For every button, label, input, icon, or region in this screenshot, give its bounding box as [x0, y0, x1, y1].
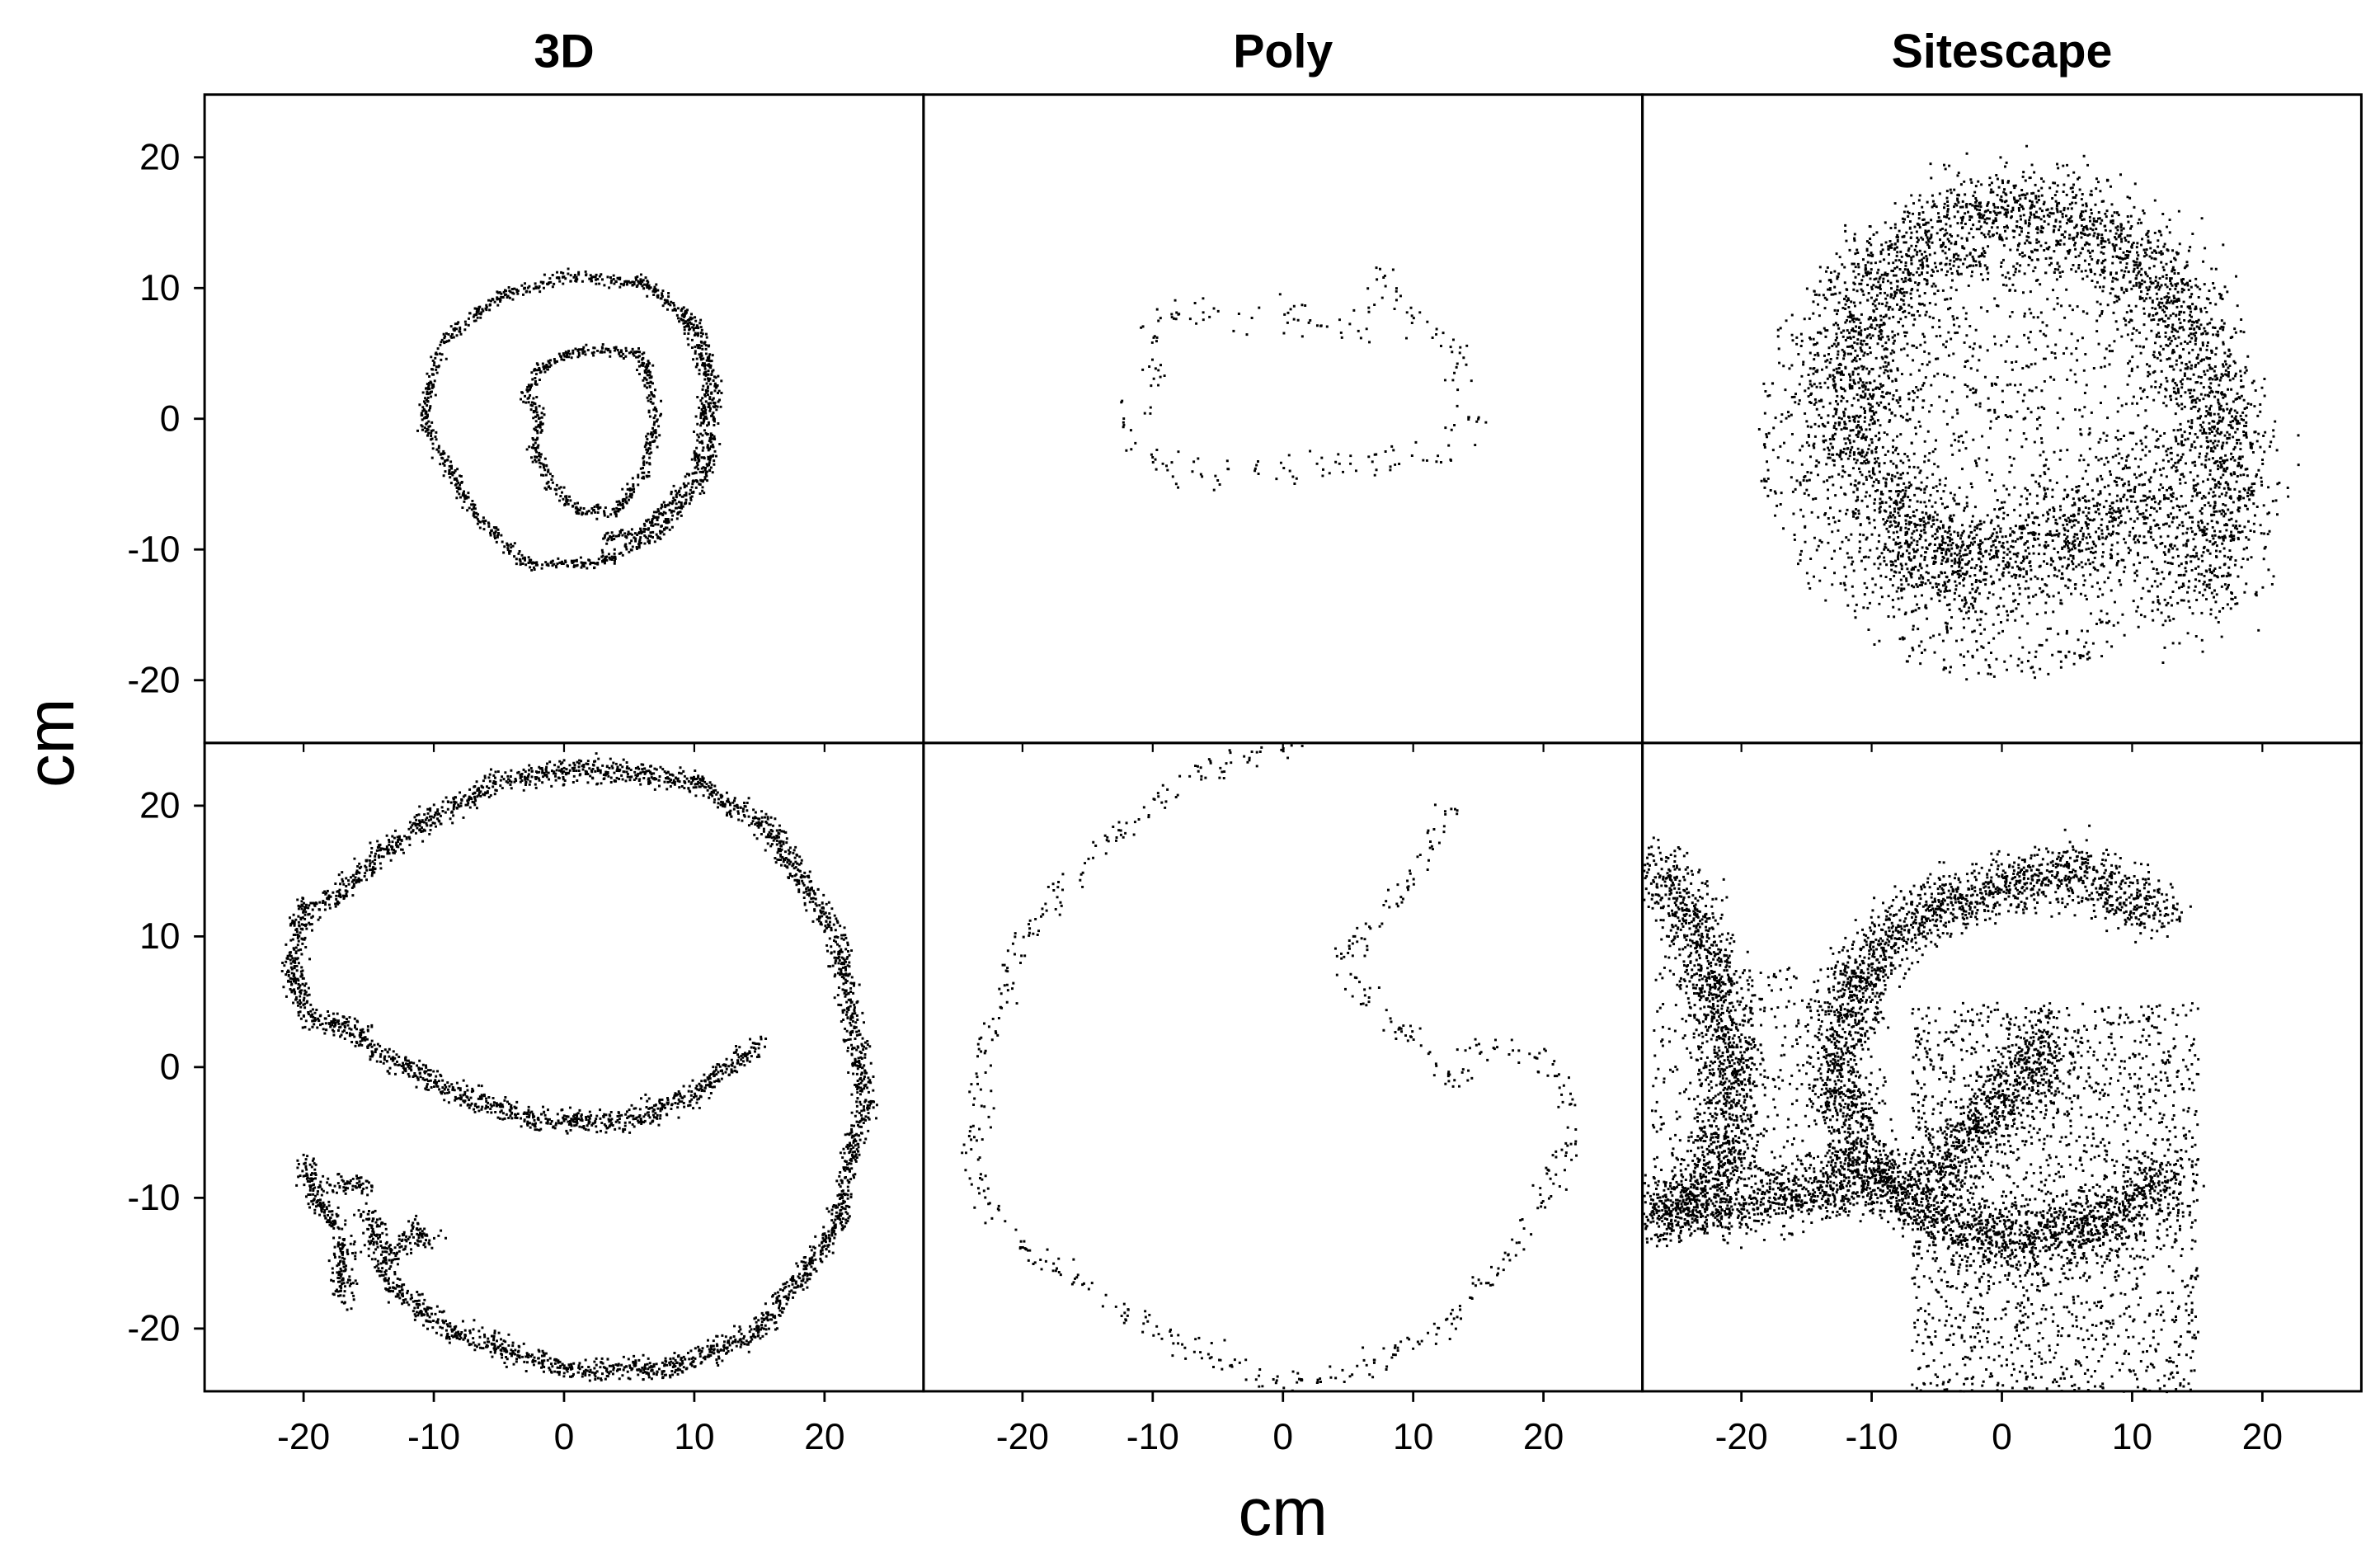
panel-points-3d-row1	[416, 267, 723, 572]
scatter-points	[280, 752, 878, 1382]
column-title-3d: 3D	[534, 25, 594, 78]
panel-frame	[203, 93, 925, 745]
panel-frame	[1641, 741, 2363, 1393]
scatter-points	[1757, 144, 2300, 681]
x-tick-label: 0	[554, 1417, 575, 1457]
column-title-sitescape: Sitescape	[1892, 25, 2113, 78]
y-tick-label: -20	[127, 661, 180, 701]
panel-points-3d-row2	[280, 752, 878, 1382]
y-axis-label: cm	[13, 699, 88, 788]
scatter-points	[416, 267, 723, 572]
y-tick-label: -20	[127, 1309, 180, 1349]
panel-points-poly-row1	[1120, 266, 1488, 492]
x-tick-label: -20	[996, 1417, 1049, 1457]
x-tick-label: -10	[407, 1417, 460, 1457]
panel-frame	[203, 741, 925, 1393]
x-tick-label: 20	[1523, 1417, 1564, 1457]
panel-frame	[922, 741, 1644, 1393]
scatter-points	[1642, 824, 2205, 1394]
x-axis-label: cm	[1238, 1475, 1327, 1550]
column-title-poly: Poly	[1233, 25, 1333, 78]
y-tick-label: -10	[127, 529, 180, 570]
x-tick-label: 10	[2112, 1417, 2152, 1457]
x-tick-label: 10	[1393, 1417, 1433, 1457]
x-tick-label: 10	[674, 1417, 714, 1457]
y-tick-label: 0	[160, 1047, 181, 1088]
scatter-points	[961, 744, 1578, 1392]
x-tick-label: -10	[1846, 1417, 1898, 1457]
x-tick-label: 0	[1992, 1417, 2012, 1457]
scatter-points	[1120, 266, 1488, 492]
panel-points-sitescape-row1	[1757, 144, 2300, 681]
x-tick-label: -20	[1715, 1417, 1768, 1457]
panel-frame	[1641, 93, 2363, 745]
panel-points-poly-row2	[961, 744, 1578, 1392]
y-tick-label: 20	[139, 786, 180, 826]
y-tick-label: -10	[127, 1178, 180, 1218]
y-tick-label: 10	[139, 916, 180, 957]
y-tick-label: 20	[139, 138, 180, 178]
x-tick-label: -20	[277, 1417, 330, 1457]
panel-frame	[922, 93, 1644, 745]
x-tick-label: 20	[2242, 1417, 2283, 1457]
x-tick-label: 20	[804, 1417, 844, 1457]
x-tick-label: 0	[1272, 1417, 1293, 1457]
x-tick-label: -10	[1127, 1417, 1179, 1457]
panel-points-sitescape-row2	[1642, 824, 2205, 1394]
y-tick-label: 10	[139, 268, 180, 308]
y-tick-label: 0	[160, 399, 181, 440]
